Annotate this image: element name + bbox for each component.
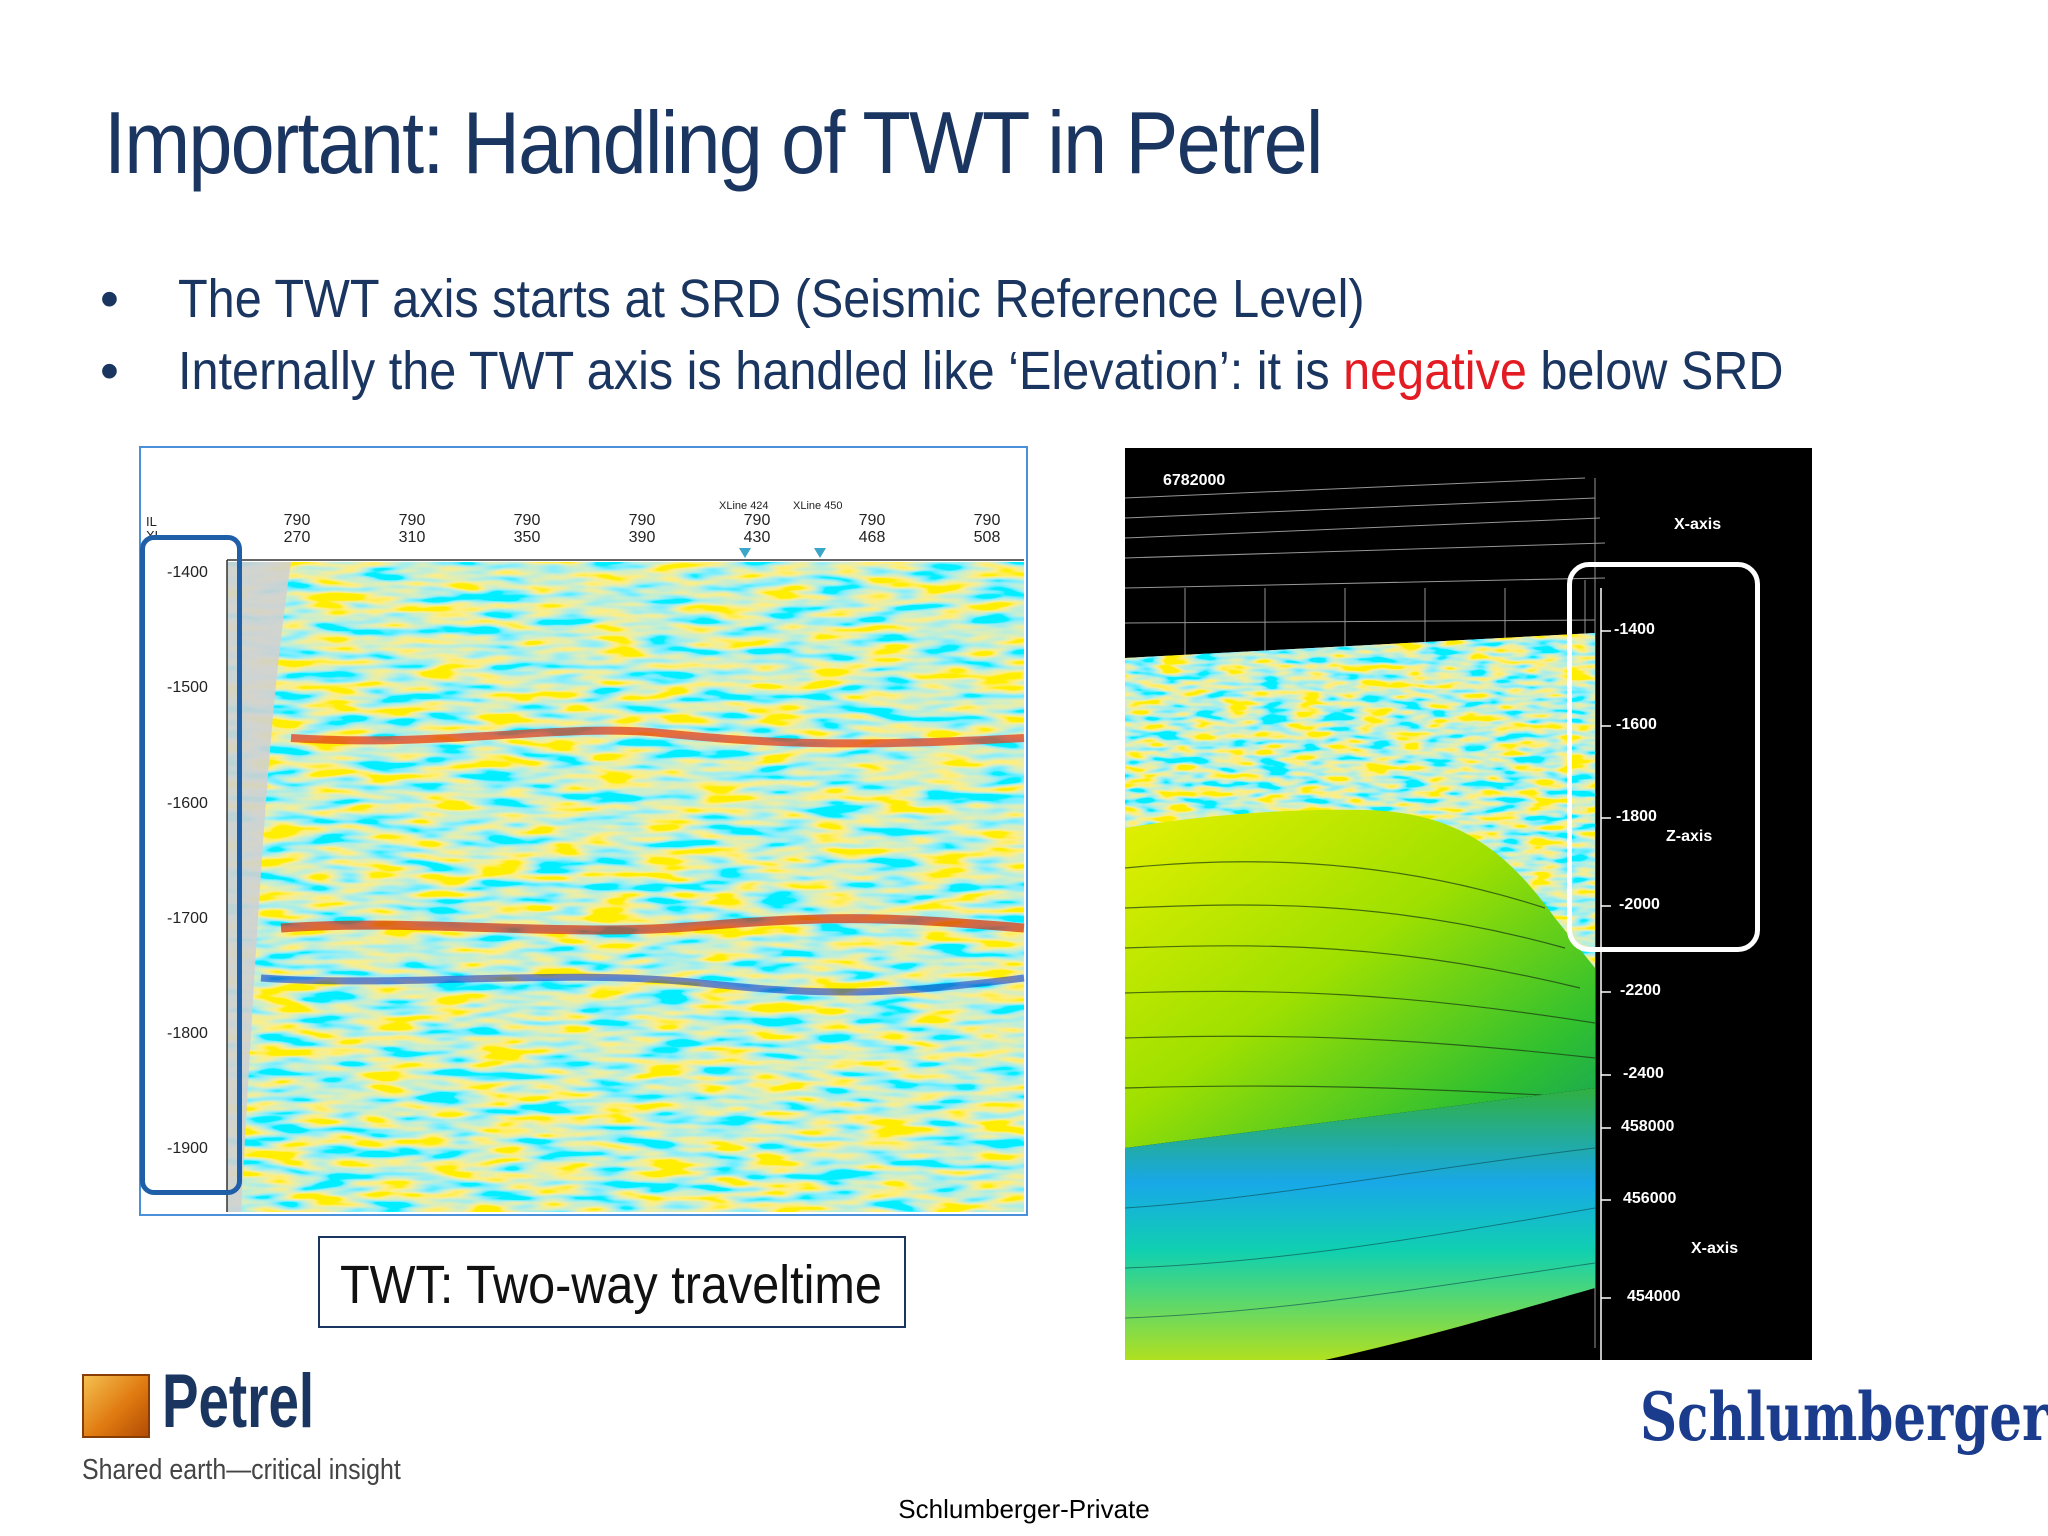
twt-axis-highlight [140,535,242,1195]
highlight-negative: negative [1343,341,1527,401]
column-header: 790 508 [973,512,1001,546]
xline-marker-label: XLine 424 [719,500,769,512]
caption-text: TWT: Two-way traveltime [340,1255,882,1315]
petrel-tagline: Shared earth—critical insight [82,1454,401,1486]
x-tick-label: 456000 [1623,1190,1677,1207]
z-tick-label: -2200 [1620,982,1661,999]
bullet-dot: • [100,341,119,401]
twt-tick-label: -1500 [167,679,208,696]
z-tick-label: -1400 [1614,621,1655,638]
x-tick-label: 454000 [1627,1288,1681,1305]
bullet-text: The TWT axis starts at SRD (Seismic Refe… [178,269,1365,329]
z-axis-highlight [1567,562,1760,952]
top-coordinate-label: 6782000 [1163,472,1226,489]
x-axis-label-lower: X-axis [1691,1240,1739,1257]
twt-tick-label: -1900 [167,1140,208,1157]
3d-view-panel: 6782000 X-axis Z-axis -1400 -1600 -1800 … [1125,448,1812,1360]
column-header: 790 468 [858,512,886,546]
petrel-wordmark: Petrel [162,1359,315,1444]
bullet-text: Internally the TWT axis is handled like … [178,340,1783,402]
twt-tick-label: -1700 [167,910,208,927]
il-label: IL [146,514,157,529]
marker-triangle-icon [814,548,826,558]
caption-box: TWT: Two-way traveltime [318,1236,906,1328]
marker-triangle-icon [739,548,751,558]
slide-title: Important: Handling of TWT in Petrel [104,93,1323,192]
z-axis-label: Z-axis [1666,828,1713,845]
bullet-text-pre: Internally the TWT axis is handled like … [178,341,1344,401]
petrel-bird-icon [82,1374,150,1438]
seismic-section-graphic [141,448,1026,1212]
column-header: 790 270 [283,512,311,546]
z-tick-label: -1800 [1616,808,1657,825]
bullet-text-post: below SRD [1526,341,1784,401]
column-header: 790 390 [628,512,656,546]
twt-tick-label: -1800 [167,1025,208,1042]
footer-classification: Schlumberger-Private [898,1494,1150,1524]
xline-marker-label: XLine 450 [793,500,843,512]
column-header: 790 430 [743,512,771,546]
seismic-section-panel: IL XL 790 270 790 310 790 350 790 390 790 430… [139,446,1028,1216]
3d-view-graphic [1125,477,1611,1360]
z-tick-label: -1600 [1616,716,1657,733]
x-axis-label: X-axis [1674,516,1722,533]
column-header: 790 310 [398,512,426,546]
x-tick-label: 458000 [1621,1118,1675,1135]
column-header: 790 350 [513,512,541,546]
schlumberger-logo: Schlumberger [1640,1378,2048,1456]
z-tick-label: -2000 [1619,896,1660,913]
bullet-dot: • [100,269,119,329]
twt-tick-label: -1400 [167,564,208,581]
twt-tick-label: -1600 [167,795,208,812]
z-tick-label: -2400 [1623,1065,1664,1082]
